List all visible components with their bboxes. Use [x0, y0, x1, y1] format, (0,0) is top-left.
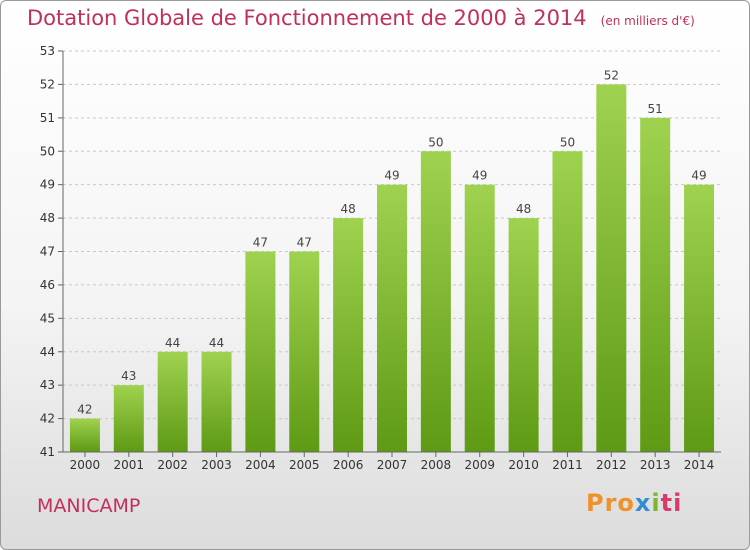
value-label-2010: 48 — [516, 202, 531, 216]
bar-2004 — [245, 251, 276, 452]
value-label-2012: 52 — [604, 68, 619, 82]
y-tick-label: 45 — [40, 311, 55, 325]
bar-2013 — [640, 117, 671, 452]
value-label-2001: 43 — [121, 369, 136, 383]
value-label-2013: 51 — [648, 102, 663, 116]
x-tick-label-2001: 2001 — [114, 458, 145, 472]
x-tick-label-2006: 2006 — [333, 458, 364, 472]
x-tick-label-2010: 2010 — [508, 458, 539, 472]
value-label-2008: 50 — [428, 135, 443, 149]
y-tick-label: 42 — [40, 412, 55, 426]
y-tick-label: 51 — [40, 111, 55, 125]
bars: 42 43 44 44 47 47 48 49 50 49 48 50 52 51 49 — [69, 68, 715, 453]
x-tick-label-2009: 2009 — [464, 458, 495, 472]
x-tick-label-2011: 2011 — [552, 458, 583, 472]
bar-2003 — [201, 351, 232, 452]
y-tick-label: 46 — [40, 278, 55, 292]
y-tick-label: 41 — [40, 445, 55, 459]
x-tick-label-2002: 2002 — [157, 458, 188, 472]
value-label-2003: 44 — [209, 336, 224, 350]
bar-2010 — [508, 218, 539, 452]
y-tick-label: 48 — [40, 211, 55, 225]
y-tick-label: 49 — [40, 178, 55, 192]
chart-title-text: Dotation Globale de Fonctionnement de 20… — [27, 6, 587, 30]
bar-2009 — [464, 184, 495, 452]
bar-2012 — [596, 84, 627, 453]
axes: 41 42 43 44 45 46 47 48 49 50 51 52 53 2000 2001 2002 20… — [40, 44, 721, 472]
y-tick-label: 44 — [40, 345, 55, 359]
x-tick-label-2008: 2008 — [421, 458, 452, 472]
y-tick-label: 43 — [40, 378, 55, 392]
x-tick-label-2007: 2007 — [377, 458, 408, 472]
value-label-2005: 47 — [297, 236, 312, 250]
y-tick-label: 52 — [40, 77, 55, 91]
proxiti-logo: Proxiti — [586, 489, 683, 517]
x-tick-label-2004: 2004 — [245, 458, 276, 472]
value-label-2007: 49 — [384, 169, 399, 183]
bar-2005 — [289, 251, 320, 452]
value-label-2002: 44 — [165, 336, 180, 350]
chart-title: Dotation Globale de Fonctionnement de 20… — [27, 6, 695, 30]
bar-2007 — [377, 184, 407, 452]
y-tick-label: 47 — [40, 245, 55, 259]
x-tick-label-2000: 2000 — [70, 458, 101, 472]
bar-2008 — [420, 151, 451, 452]
x-tick-label-2003: 2003 — [201, 458, 232, 472]
commune-name: MANICAMP — [37, 495, 141, 517]
bar-2000 — [69, 418, 100, 452]
y-tick-label: 50 — [40, 144, 55, 158]
chart-unit: (en milliers d'€) — [600, 14, 695, 28]
value-label-2004: 47 — [253, 236, 268, 250]
x-tick-label-2012: 2012 — [596, 458, 627, 472]
bar-2011 — [552, 151, 583, 452]
value-label-2011: 50 — [560, 135, 575, 149]
bar-2006 — [333, 218, 364, 452]
value-label-2014: 49 — [691, 169, 706, 183]
bar-2014 — [684, 184, 715, 452]
y-tick-label: 53 — [40, 44, 55, 58]
x-tick-label-2013: 2013 — [640, 458, 671, 472]
bar-2001 — [113, 385, 144, 452]
bar-2002 — [157, 351, 188, 452]
value-label-2009: 49 — [472, 169, 487, 183]
x-tick-label-2014: 2014 — [684, 458, 715, 472]
value-label-2000: 42 — [77, 403, 92, 417]
x-tick-label-2005: 2005 — [289, 458, 320, 472]
value-label-2006: 48 — [340, 202, 355, 216]
